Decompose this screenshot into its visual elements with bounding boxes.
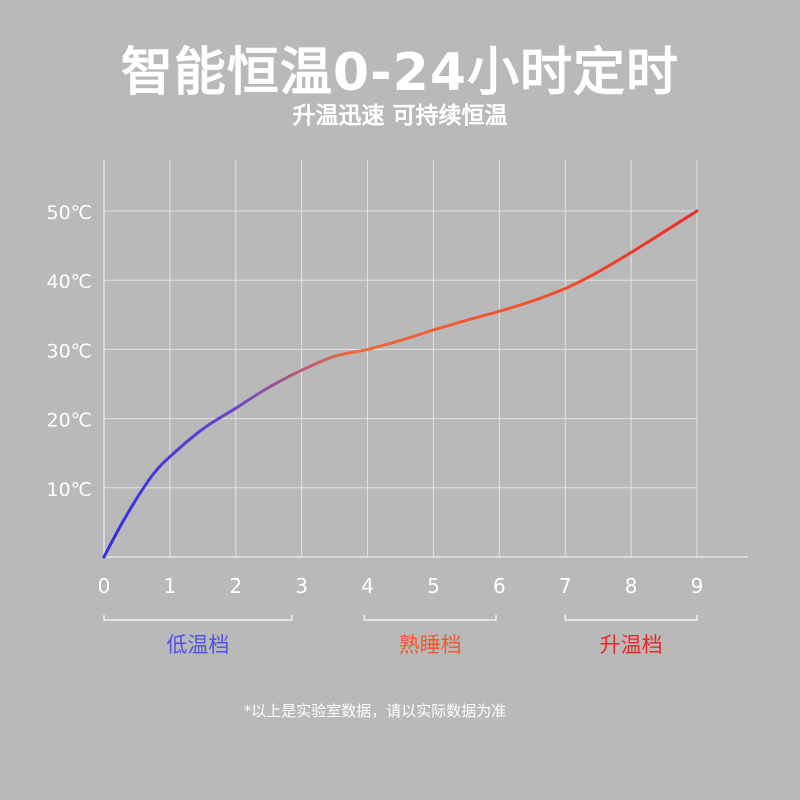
x-tick-label: 3: [295, 574, 308, 598]
x-tick-label: 2: [229, 574, 242, 598]
x-tick-label: 4: [361, 574, 374, 598]
page-subtitle: 升温迅速 可持续恒温: [292, 103, 508, 129]
y-tick-label: 10℃: [46, 479, 92, 501]
x-tick-label: 6: [493, 574, 506, 598]
x-tick-label: 1: [164, 574, 177, 598]
range-bracket: [103, 615, 293, 621]
x-tick-label: 7: [559, 574, 572, 598]
range-label: 升温档: [600, 633, 663, 657]
range-bracket: [564, 615, 698, 621]
y-tick-label: 30℃: [46, 340, 92, 362]
x-tick-label: 0: [98, 574, 111, 598]
x-tick-label: 8: [625, 574, 638, 598]
range-label: 熟睡档: [399, 633, 462, 657]
y-tick-label: 40℃: [46, 271, 92, 293]
range-label: 低温档: [166, 633, 229, 657]
axes: [103, 160, 748, 558]
grid-lines: [104, 160, 698, 557]
temperature-curve: [102, 209, 699, 559]
series-layer: [102, 209, 699, 559]
page-title: 智能恒温0-24小时定时: [120, 43, 680, 103]
tick-labels: 0 1 2 3 4 5 6 7 8 9 10℃ 20℃ 30℃ 40℃ 50℃: [46, 202, 703, 598]
y-tick-label: 20℃: [46, 410, 92, 432]
footnote: *以上是实验室数据，请以实际数据为准: [243, 702, 507, 720]
gear-ranges: 低温档 熟睡档 升温档: [103, 615, 698, 657]
y-tick-label: 50℃: [46, 202, 92, 224]
x-tick-label: 9: [691, 574, 704, 598]
x-tick-label: 5: [427, 574, 440, 598]
range-bracket: [363, 615, 497, 621]
